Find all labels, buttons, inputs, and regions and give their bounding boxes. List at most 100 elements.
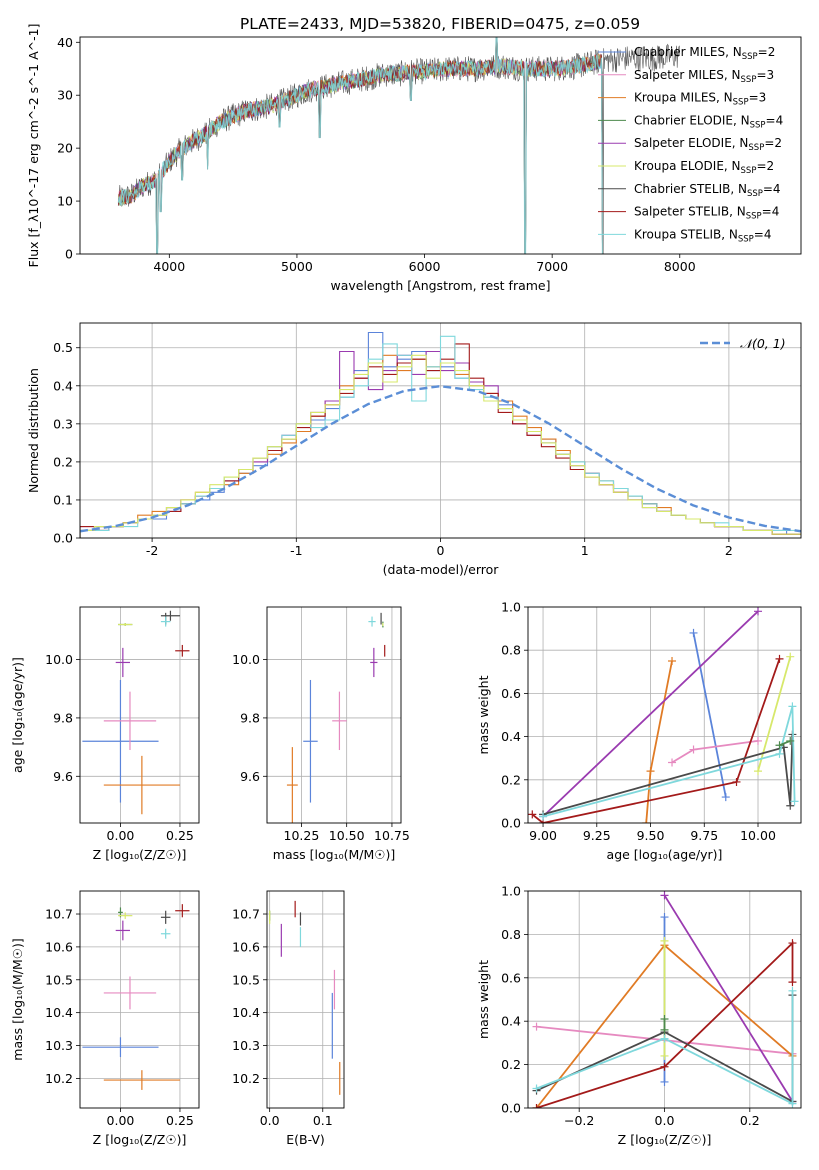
legend-sub: SSP [741,75,757,85]
spectrum-lines [117,37,681,254]
y-tick-label: 0.2 [53,454,73,469]
weight-marker [660,891,669,900]
weight-marker [668,657,677,665]
y-tick-label: 9.8 [240,710,260,725]
legend-sub: SSP [738,234,754,244]
y-tick-label: 10.0 [45,652,73,667]
x-tick-label: 10.50 [329,828,365,843]
y-tick-label: 0.5 [53,340,73,355]
weight-marker [532,1084,541,1093]
y-tick-label: 0.6 [501,686,521,701]
axes-frame [79,322,802,539]
legend-label: Chabrier ELODIE, NSSP=4 [634,113,783,130]
x-tick-label: -1 [290,543,302,558]
x-tick-label: 9.00 [529,828,557,843]
legend-text: Kroupa MILES, N [634,91,733,105]
histogram-step-kroupa_elodie [80,354,801,538]
legend-tail: =4 [754,227,772,241]
weight-line-salpeter_stelib [531,658,781,823]
legend-label: Salpeter MILES, NSSP=3 [634,68,774,85]
legend-sub: SSP [741,166,757,176]
x-tick-label: 0.0 [655,1113,675,1128]
weight-marker [721,793,730,802]
x-axis-label: Z [log₁₀(Z/Z☉)] [618,1132,712,1147]
y-tick-label: 0.0 [501,816,521,831]
weight-marker [732,777,741,786]
legend-sub: SSP [746,212,762,222]
weight-lines [532,891,797,1108]
spectrum-model-kroupa_stelib [117,37,603,254]
x-axis-label: age [log₁₀(age/yr)] [607,847,723,862]
legend-label: Chabrier STELIB, NSSP=4 [634,182,781,199]
legend-label: Kroupa STELIB, NSSP=4 [634,227,772,244]
weight-marker [786,736,795,745]
x-tick-label: 5000 [281,259,313,274]
y-tick-label: 0.0 [53,531,73,546]
x-tick-label: −0.2 [564,1113,594,1128]
legend-label: 𝒩(0, 1) [740,336,786,351]
legend-text: Kroupa STELIB, N [634,227,738,241]
x-tick-label: 0.0 [260,1113,280,1128]
x-tick-label: 0 [437,543,445,558]
normal-curve [80,384,801,533]
axes-frame [79,606,200,824]
x-tick-label: 0.1 [313,1113,333,1128]
weight-marker [754,736,763,745]
weight-line-chabrier_stelib [542,734,794,816]
y-tick-label: 40 [57,35,73,50]
y-tick-label: 1.0 [501,884,521,899]
y-axis-label: mass [log₁₀(M/M☉)] [10,938,25,1060]
legend-tail: =2 [756,159,774,173]
legend-sub: SSP [750,120,766,130]
legend-tail: =3 [756,68,774,82]
x-tick-label: 8000 [664,259,696,274]
y-tick-label: 0.3 [53,416,73,431]
weight-marker [754,607,763,616]
legend-label: Chabrier MILES, NSSP=2 [634,45,775,62]
y-tick-label: 10.2 [232,1071,260,1086]
legend-sub: SSP [733,98,749,108]
y-tick-label: 30 [57,88,73,103]
weight-marker [754,767,763,776]
legend-tail: =4 [766,113,784,127]
x-axis-label: E(B-V) [286,1132,325,1147]
x-axis-label: mass [log₁₀(M/M☉)] [273,847,395,862]
y-tick-label: 20 [57,141,73,156]
y-tick-label: 10.6 [45,939,73,954]
weight-line-kroupa_elodie [757,656,792,772]
weight-marker [660,1015,669,1024]
legend-label: Salpeter ELODIE, NSSP=2 [634,136,782,153]
y-axis-label: mass weight [476,960,491,1039]
legend-label: Kroupa MILES, NSSP=3 [634,91,766,108]
y-tick-label: 0.8 [501,927,521,942]
y-tick-label: 9.8 [53,710,73,725]
x-tick-label: -2 [146,543,158,558]
y-tick-label: 10.0 [232,652,260,667]
weight-marker [660,1034,669,1043]
y-axis-label: age [log₁₀(age/yr)] [10,657,25,773]
legend-tail: =4 [763,182,781,196]
axes-frame [527,890,802,1109]
weight-marker [786,652,795,661]
x-tick-label: 0.00 [107,1113,135,1128]
weight-marker [539,812,548,821]
y-tick-label: 0.1 [53,492,73,507]
x-tick-label: 10.25 [284,828,320,843]
axes-frame [527,606,802,824]
weight-marker [642,819,651,823]
legend-tail: =4 [762,205,780,219]
x-tick-label: 0.2 [740,1113,760,1128]
y-tick-label: 9.6 [240,769,260,784]
x-tick-label: 10.75 [374,828,410,843]
weight-marker [689,628,698,637]
weight-marker [528,810,537,819]
y-tick-label: 10.3 [45,1038,73,1053]
weight-marker [788,939,797,948]
figure-title: PLATE=2433, MJD=53820, FIBERID=0475, z=0… [240,15,640,33]
y-tick-label: 0 [65,247,73,262]
errorbars [269,900,341,1095]
x-tick-label: 7000 [536,259,568,274]
y-tick-label: 1.0 [501,600,521,615]
x-tick-label: 1 [581,543,589,558]
y-tick-label: 10.5 [232,972,260,987]
